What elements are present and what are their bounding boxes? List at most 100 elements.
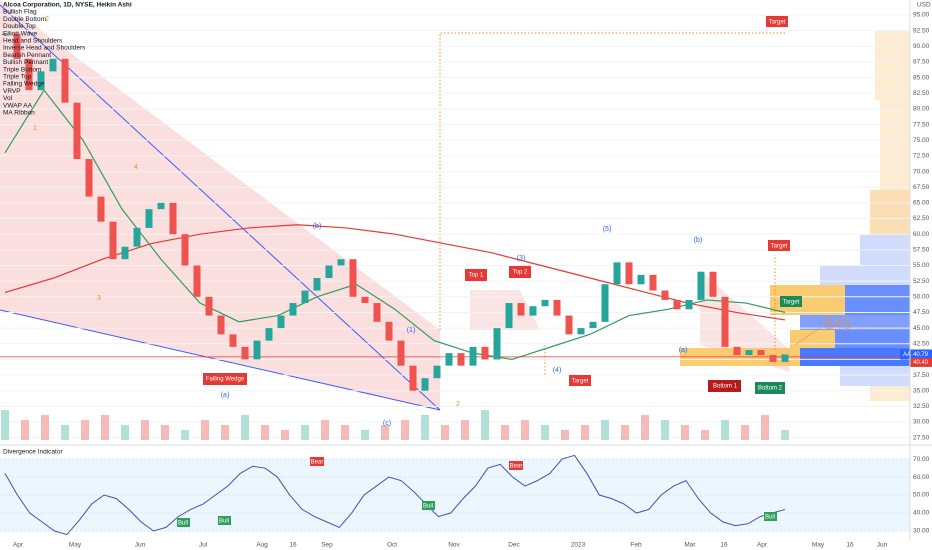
annotation: Bottom 2 <box>758 386 783 392</box>
volume-bar <box>281 430 289 440</box>
volume-bar <box>181 430 189 440</box>
y-tick-label: 40.00 <box>913 510 930 517</box>
candle <box>577 328 585 335</box>
wave-label: (a) <box>221 392 230 399</box>
volume-bar <box>41 415 49 440</box>
volume-bar <box>421 415 429 440</box>
volume-bar <box>701 430 709 440</box>
candle <box>745 350 753 356</box>
legend-item: Bullish Pennant <box>3 59 48 66</box>
rsi-signal: Bull <box>178 521 188 527</box>
legend-item: Elliott Wave <box>3 30 37 37</box>
y-tick-label: 30.00 <box>913 419 930 426</box>
candle <box>145 209 153 228</box>
y-tick-label: 80.00 <box>913 106 930 113</box>
legend-item: Vol <box>3 95 13 102</box>
x-tick-label: 16 <box>289 542 297 549</box>
candle <box>25 58 33 91</box>
candle <box>613 262 621 285</box>
x-tick-label: May <box>812 542 825 549</box>
candle <box>349 259 357 297</box>
vwap-tag-value: 40.40 <box>913 360 929 366</box>
candle <box>1 33 9 35</box>
annotation: Target <box>771 244 788 250</box>
rsi-signal: Bear <box>510 464 523 470</box>
candle <box>49 58 57 72</box>
volume-bar <box>301 425 309 440</box>
legend-item: VRVP <box>3 88 21 95</box>
candle <box>481 346 489 360</box>
wave-label: (b) <box>313 223 322 230</box>
candle <box>673 299 681 310</box>
target-line <box>439 32 786 330</box>
candle <box>433 365 441 379</box>
x-tick-label: Sep <box>321 542 333 549</box>
wave-label: (c) <box>383 420 391 427</box>
volume-bar <box>721 420 729 440</box>
y-tick-label: 87.50 <box>913 59 930 66</box>
y-tick-label: 75.00 <box>913 137 930 144</box>
y-tick-label: 77.50 <box>913 121 930 128</box>
rsi-band <box>0 459 910 531</box>
y-tick-label: 70.00 <box>913 168 930 175</box>
candle <box>181 234 189 266</box>
pattern-shade <box>470 290 540 330</box>
volume-bar <box>361 430 369 440</box>
volume-bar <box>581 425 589 440</box>
price-tag-value: 40.79 <box>913 352 929 358</box>
x-tick-label: Jun <box>135 542 146 549</box>
y-tick-label: 70.00 <box>913 456 930 463</box>
wave-label: (3) <box>517 255 526 262</box>
wave-label: (a) <box>679 347 688 354</box>
candle <box>13 33 21 59</box>
wave-label: 4 <box>134 164 138 171</box>
volume-bar <box>441 425 449 440</box>
candle <box>277 315 285 329</box>
y-tick-label: 45.00 <box>913 325 930 332</box>
volume-profile <box>680 30 910 401</box>
y-tick-label: 92.50 <box>913 27 930 34</box>
candle <box>709 271 717 297</box>
annotation: Target <box>572 379 589 385</box>
candle <box>769 355 777 362</box>
candle <box>625 262 633 285</box>
projection-arrow <box>794 321 829 346</box>
wedge-shade <box>0 0 440 410</box>
wave-label: (1) <box>407 327 416 334</box>
volume-bar <box>561 430 569 440</box>
vwap-tag-bg <box>910 357 932 367</box>
legend-item: Inverse Head and Shoulders <box>3 45 86 52</box>
candle <box>409 365 417 391</box>
annotation: Target <box>783 300 800 306</box>
volume-bar <box>761 415 769 440</box>
y-tick-label: 67.50 <box>913 184 930 191</box>
x-tick-label: Dec <box>508 542 520 549</box>
candle <box>265 328 273 341</box>
candle <box>589 321 597 329</box>
legend-item: Triple Bottom <box>3 66 41 73</box>
volume-bar <box>381 425 389 440</box>
y-tick-label: 50.00 <box>913 294 930 301</box>
legend-item: Bullish Flag <box>3 9 37 16</box>
wave-label: 2 <box>456 401 460 408</box>
rsi-signal: Bear <box>311 460 324 466</box>
wave-label: (4) <box>553 367 562 374</box>
x-tick-label: May <box>69 542 82 549</box>
wedge-line <box>0 309 441 411</box>
y-tick-label: 62.50 <box>913 215 930 222</box>
volume-bar <box>241 415 249 440</box>
candle <box>733 346 741 356</box>
volume-bar <box>1 410 9 440</box>
wedge-line <box>0 4 441 411</box>
candle <box>757 350 765 356</box>
volume-bar <box>81 420 89 440</box>
annotations: Target Target Target Target Top 1 Top 2 … <box>33 16 851 527</box>
volume-bar <box>161 425 169 440</box>
candle <box>253 340 261 360</box>
candle <box>505 303 513 329</box>
volume-bar <box>461 420 469 440</box>
volume-bar <box>201 420 209 440</box>
y-tick-label: 37.50 <box>913 372 930 379</box>
candle <box>205 296 213 316</box>
